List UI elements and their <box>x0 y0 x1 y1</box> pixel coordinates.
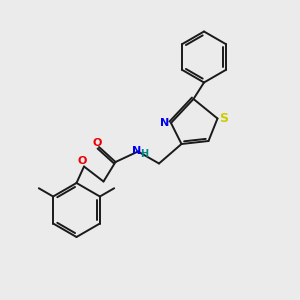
Text: O: O <box>93 137 102 148</box>
Text: N: N <box>132 146 141 156</box>
Text: H: H <box>140 149 149 160</box>
Text: O: O <box>78 156 87 167</box>
Text: N: N <box>160 118 169 128</box>
Text: S: S <box>220 112 229 125</box>
